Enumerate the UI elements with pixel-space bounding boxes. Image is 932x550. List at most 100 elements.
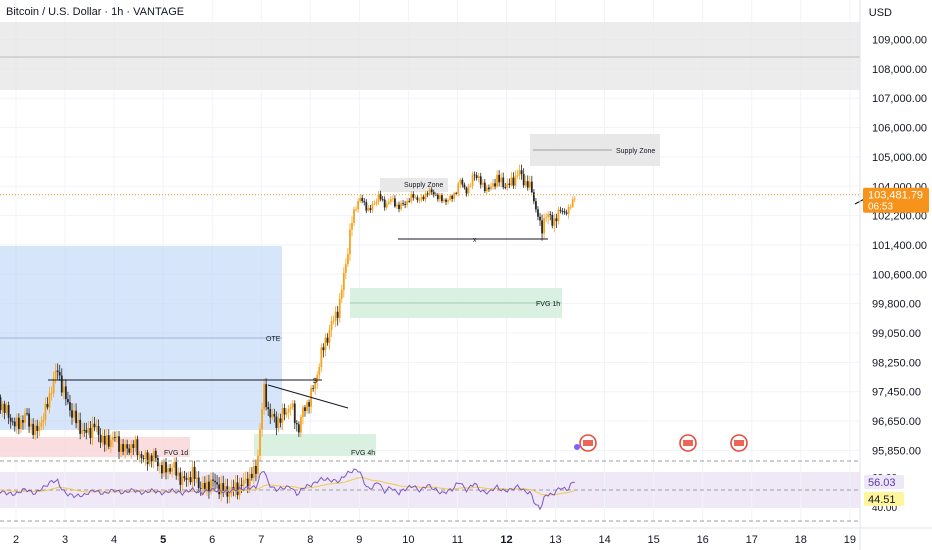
candle-body <box>40 422 43 427</box>
candle-body <box>58 372 61 376</box>
currency-label: USD <box>868 7 892 19</box>
candle-body <box>5 405 8 413</box>
event-flag-stripe <box>734 440 744 446</box>
candle-body <box>400 203 402 209</box>
candle-body <box>9 417 12 422</box>
candle-body <box>565 212 568 214</box>
candle-body <box>136 439 139 456</box>
candle-body <box>334 311 337 321</box>
x-tick-label: 16 <box>697 534 709 546</box>
candle-body <box>332 320 335 322</box>
candle-body <box>418 200 421 201</box>
candle-body <box>504 187 507 189</box>
candle-body <box>494 183 496 187</box>
candle-body <box>252 465 255 478</box>
candle-body <box>205 481 208 489</box>
candle-body <box>111 437 114 441</box>
candle-body <box>193 466 196 479</box>
candle-body <box>32 423 35 435</box>
candle-body <box>530 181 533 193</box>
candle-body <box>165 461 167 473</box>
y-tick-label: 96,650.00 <box>872 416 921 428</box>
candle-body <box>381 199 384 201</box>
candle-body <box>101 435 104 443</box>
candle-body <box>465 187 468 194</box>
rsi-value-badge <box>864 475 904 489</box>
y-tick-label: 105,000.00 <box>872 152 927 164</box>
candle-body <box>441 194 443 202</box>
candle-body <box>26 413 28 415</box>
candle-body <box>379 193 382 200</box>
candle-body <box>177 472 180 476</box>
rsi-ma-label: 44.51 <box>868 494 896 506</box>
candle-body <box>420 196 423 201</box>
candle-body <box>479 176 482 185</box>
candle-body <box>169 468 171 472</box>
x-tick-label: 4 <box>111 534 117 546</box>
candle-body <box>398 204 400 209</box>
candle-body <box>34 425 37 435</box>
candle-body <box>11 421 14 423</box>
candle-body <box>567 206 570 214</box>
candle-body <box>24 413 26 423</box>
candle-body <box>220 483 223 495</box>
candle-body <box>150 455 153 462</box>
candle-body <box>349 229 351 255</box>
candle-body <box>99 434 102 443</box>
x-tick-label: 12 <box>500 534 512 546</box>
candle-body <box>371 204 374 210</box>
candle-body <box>242 480 245 486</box>
candle-body <box>389 199 392 202</box>
candle-body <box>569 206 572 208</box>
candle-body <box>126 444 129 449</box>
candle-body <box>424 193 427 200</box>
candle-body <box>416 197 419 201</box>
candle-body <box>20 420 22 429</box>
candle-body <box>535 201 537 210</box>
candle-body <box>488 187 490 190</box>
x-tick-label: 17 <box>746 534 758 546</box>
candle-body <box>571 199 574 207</box>
candle-body <box>502 177 505 188</box>
candle-body <box>105 435 108 445</box>
candle-body <box>438 194 441 200</box>
candle-body <box>265 384 268 408</box>
candle-body <box>297 424 300 433</box>
candle-body <box>13 421 16 427</box>
x-tick-label: 11 <box>452 534 463 546</box>
x-tick-label: 7 <box>258 534 264 546</box>
candle-body <box>15 417 18 427</box>
candle-body <box>412 194 415 198</box>
candle-body <box>477 176 480 178</box>
candle-body <box>203 483 206 489</box>
candle-body <box>95 426 98 428</box>
candle-body <box>93 423 96 428</box>
candle-body <box>201 483 204 489</box>
candle-body <box>402 203 404 205</box>
candle-body <box>138 454 141 456</box>
x-tick-label: 18 <box>795 534 807 546</box>
candle-body <box>255 465 257 474</box>
candle-body <box>73 410 75 418</box>
candle-body <box>107 435 110 447</box>
candle-body <box>287 408 290 413</box>
candle-body <box>273 413 276 417</box>
countdown-label: 06:53 <box>868 202 893 213</box>
candle-body <box>30 423 33 427</box>
candle-body <box>85 429 88 433</box>
candle-body <box>373 203 376 205</box>
rsi-value-label: 56.03 <box>868 477 896 489</box>
candle-body <box>436 194 439 200</box>
candle-body <box>116 436 118 438</box>
candle-body <box>250 473 253 478</box>
candle-body <box>328 329 331 343</box>
candle-body <box>0 397 2 411</box>
candle-body <box>236 482 239 496</box>
candle-body <box>514 175 517 186</box>
candle-body <box>122 444 124 452</box>
candle-body <box>77 419 80 424</box>
candle-body <box>279 418 282 423</box>
candle-body <box>490 186 492 190</box>
